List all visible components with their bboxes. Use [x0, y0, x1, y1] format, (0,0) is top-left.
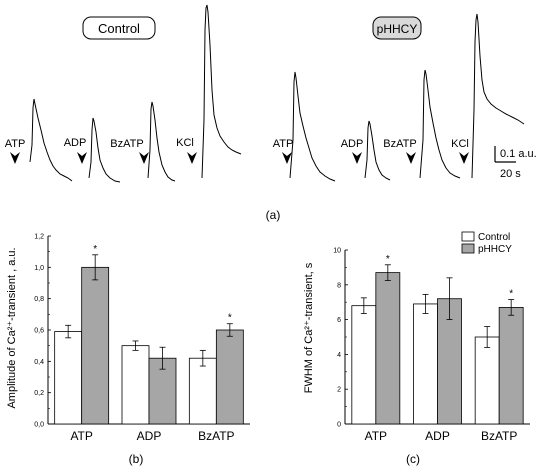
panel-c-label: (c)	[406, 452, 420, 466]
x-category-label: BzATP	[198, 429, 234, 443]
legend-control-label: Control	[478, 232, 510, 243]
control-title-box	[82, 16, 156, 40]
phhcy-bzatp-label: BzATP	[383, 138, 416, 150]
phhcy-adp-arrow-icon	[352, 152, 362, 164]
bar-control-atp	[54, 331, 83, 425]
significance-marker: *	[228, 313, 232, 324]
legend-phhcy-label: pHHCY	[478, 244, 512, 255]
y-tick-label: 0,4	[34, 359, 44, 366]
control-labels: ATP ADP BzATP KCl	[5, 137, 197, 164]
significance-marker: *	[386, 254, 390, 265]
y-tick-label: 0	[337, 422, 341, 429]
control-adp-trace	[88, 117, 121, 183]
control-bzatp-trace	[147, 101, 176, 182]
chart-fwhm: FWHM of Ca²⁺-transient, s 0 2 4 6 8 10 * ATP AD…	[303, 231, 530, 466]
bar-control-adp	[121, 345, 150, 425]
scale-bar: 0.1 a.u. 20 s	[494, 146, 537, 180]
chart-c-legend: Control pHHCY	[461, 231, 512, 255]
phhcy-traces	[289, 13, 525, 182]
panel-a: Control pHHCY ATP ADP BzATP KCl	[5, 4, 537, 222]
x-category-label: BzATP	[481, 429, 517, 443]
y-tick-label: 0,0	[34, 422, 44, 429]
legend-phhcy-swatch	[461, 243, 475, 254]
bar-control-atp	[351, 305, 377, 425]
x-category-label: ADP	[137, 429, 162, 443]
y-tick-label: 6	[337, 317, 341, 324]
significance-marker: *	[509, 289, 513, 300]
control-bzatp-label: BzATP	[110, 138, 143, 150]
scale-bar-x-label: 20 s	[500, 168, 521, 180]
panel-b-label: (b)	[129, 452, 144, 466]
phhcy-atp-trace	[289, 71, 336, 182]
bar-phhcy-atp	[81, 266, 110, 425]
control-adp-arrow-icon	[77, 152, 87, 164]
y-tick-label: 0,6	[34, 328, 44, 335]
bar-control-bzatp	[474, 336, 500, 425]
chart-c-ylabel: FWHM of Ca²⁺-transient, s	[303, 262, 315, 393]
chart-b-ylabel: Amplitude of Ca²⁺-transient , a.u.	[6, 247, 18, 408]
control-bzatp-arrow-icon	[139, 152, 149, 164]
y-tick-label: 0,2	[34, 390, 44, 397]
control-kcl-arrow-icon	[187, 152, 197, 164]
phhcy-bzatp-trace	[419, 69, 461, 179]
phhcy-title-box	[372, 16, 422, 40]
y-tick-label: 1,2	[34, 234, 44, 241]
y-tick-label: 10	[333, 248, 341, 255]
bar-phhcy-bzatp	[215, 329, 244, 425]
control-adp-label: ADP	[64, 137, 87, 149]
control-kcl-trace	[201, 4, 242, 179]
panel-a-label: (a)	[266, 208, 281, 222]
scale-bar-y-label: 0.1 a.u.	[500, 148, 537, 160]
control-kcl-label: KCl	[176, 137, 194, 149]
significance-marker: *	[93, 244, 97, 255]
phhcy-kcl-label: KCl	[451, 138, 469, 150]
y-tick-label: 0,8	[34, 296, 44, 303]
phhcy-kcl-trace	[471, 13, 525, 179]
y-tick-label: 4	[337, 352, 341, 359]
control-atp-trace	[29, 98, 73, 182]
control-traces	[29, 4, 242, 183]
bar-phhcy-bzatp	[498, 307, 524, 425]
bar-phhcy-atp	[375, 272, 401, 425]
bar-control-bzatp	[188, 357, 217, 425]
phhcy-bzatp-arrow-icon	[406, 152, 416, 164]
x-category-label: ATP	[70, 429, 92, 443]
y-tick-label: 1,0	[34, 265, 44, 272]
y-tick-label: 2	[337, 387, 341, 394]
phhcy-atp-arrow-icon	[282, 152, 292, 164]
x-category-label: ATP	[365, 429, 387, 443]
phhcy-labels: ATP ADP BzATP KCl	[273, 138, 469, 164]
phhcy-kcl-arrow-icon	[459, 152, 469, 164]
bar-control-adp	[413, 303, 438, 425]
x-category-label: ADP	[425, 429, 450, 443]
phhcy-atp-label: ATP	[273, 138, 294, 150]
phhcy-title: pHHCY	[377, 22, 418, 36]
control-atp-label: ATP	[5, 138, 26, 150]
phhcy-adp-trace	[364, 120, 391, 181]
phhcy-adp-label: ADP	[341, 138, 364, 150]
legend-control-swatch	[461, 231, 475, 242]
control-title: Control	[98, 21, 140, 36]
y-tick-label: 8	[337, 282, 341, 289]
chart-amplitude: Amplitude of Ca²⁺-transient , a.u. 0,0 0,…	[6, 234, 250, 466]
control-atp-arrow-icon	[10, 152, 20, 164]
